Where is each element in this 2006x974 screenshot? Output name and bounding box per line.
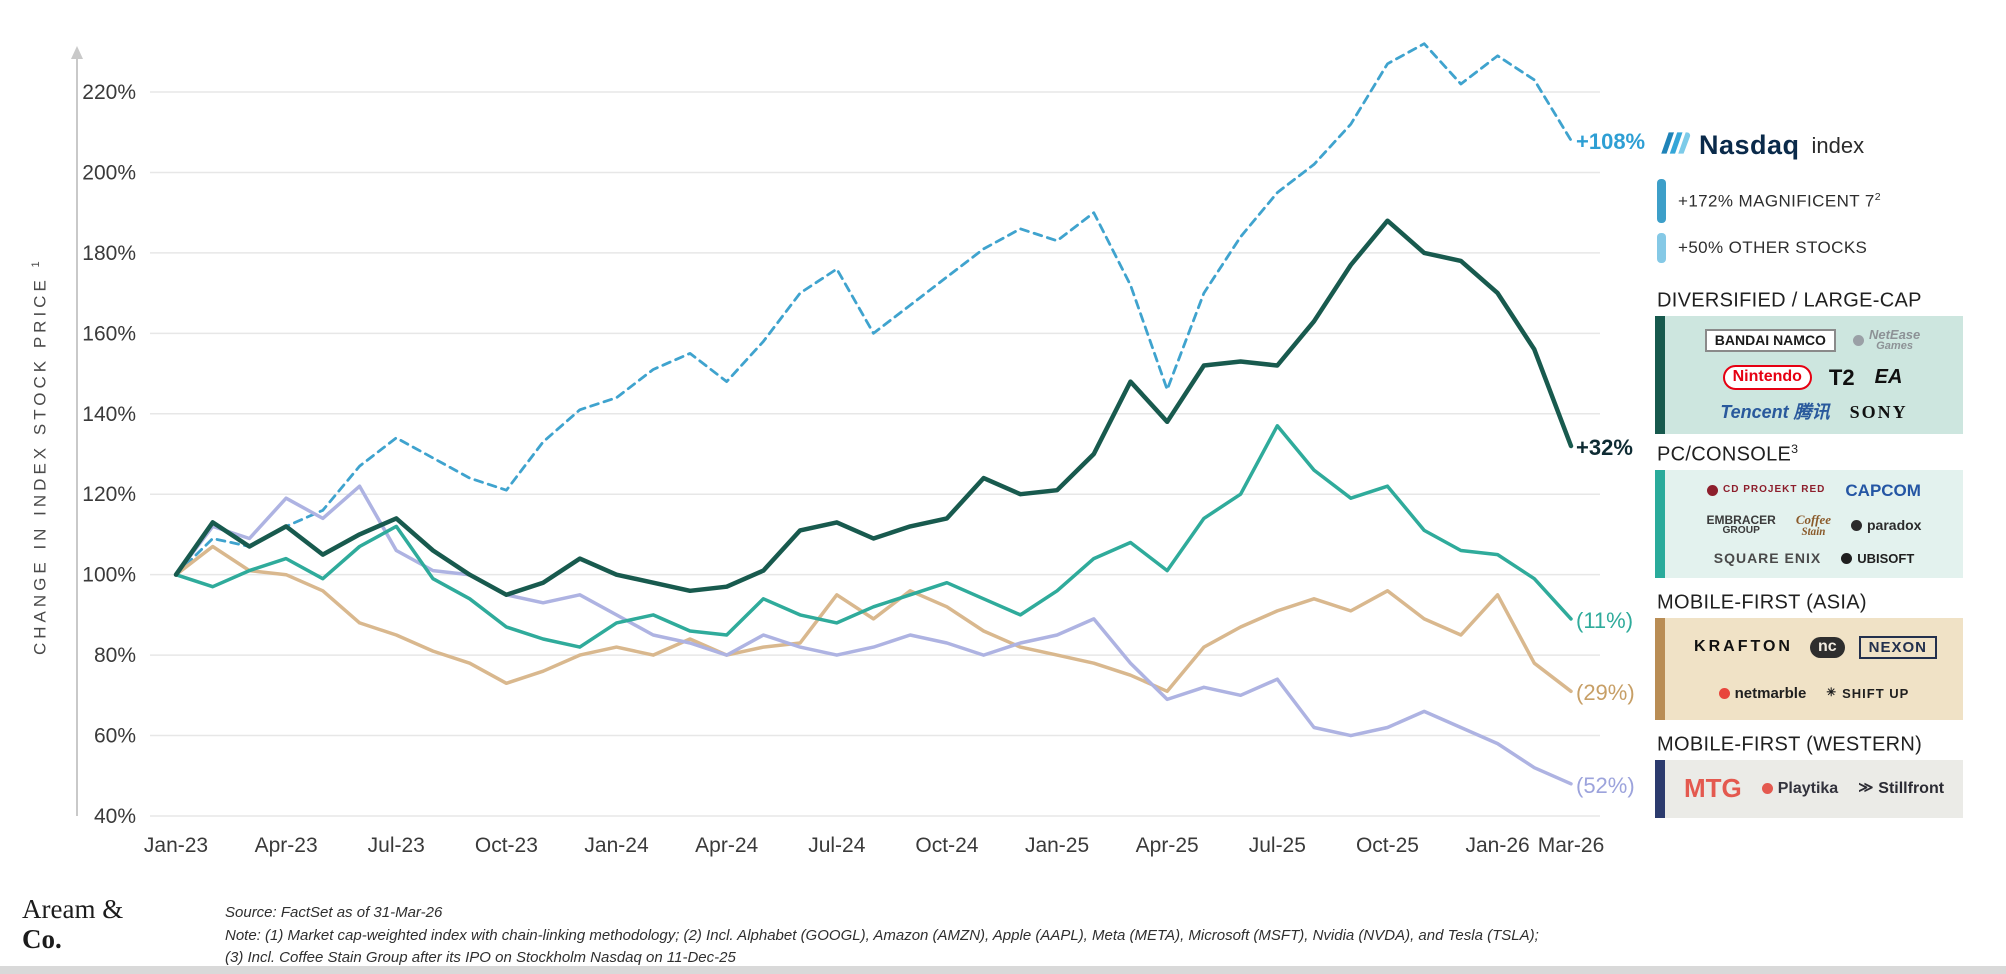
footnote-2: (3) Incl. Coffee Stain Group after its I… — [225, 949, 736, 966]
y-tick-label: 60% — [94, 725, 136, 748]
logo-playtika: Playtika — [1759, 780, 1841, 799]
netmarble-icon — [1718, 688, 1730, 699]
logo-cd-projekt-red: CD PROJEKT RED — [1704, 484, 1828, 497]
end-label-diversified-large-cap: +32% — [1576, 434, 1633, 460]
aream-logo-line2: Co. — [22, 924, 62, 955]
logo-nexon: NEXON — [1858, 635, 1937, 660]
other-stocks-bar — [1657, 233, 1666, 263]
paradox-interactive-icon — [1851, 520, 1862, 532]
y-axis-arrow — [71, 46, 83, 816]
logo-bandai-namco: BANDAI NAMCO — [1704, 328, 1836, 352]
logo-mtg: MTG — [1683, 773, 1742, 804]
footnote-1: Note: (1) Market cap-weighted index with… — [225, 926, 1539, 944]
series-diversified-large-cap — [173, 218, 1574, 598]
logo-paradox-interactive: paradox — [1848, 517, 1924, 534]
x-tick-label: Apr-23 — [255, 834, 318, 857]
logo-ea: EA — [1874, 366, 1903, 389]
legend-box-mobile-asia: KRAFTON nc NEXON netmarble ✳ SHIFT UP — [1655, 618, 1963, 720]
y-tick-label: 100% — [82, 564, 136, 587]
nasdaq-legend: Nasdaq index +172% MAGNIFICENT 72 +50% O… — [1657, 126, 1963, 263]
magnificent7-bar — [1657, 179, 1666, 223]
y-axis-label-text: CHANGE IN INDEX STOCK PRICE — [30, 276, 50, 655]
stillfront-icon: ≫ — [1858, 780, 1874, 797]
playtika-icon — [1761, 783, 1773, 795]
end-label-mobile-first-western: (52%) — [1576, 772, 1635, 798]
logo-shift-up: ✳ SHIFT UP — [1826, 685, 1910, 701]
logo-krafton: KRAFTON — [1694, 638, 1793, 656]
series-nasdaq — [174, 42, 1573, 577]
logo-sony: SONY — [1849, 402, 1908, 423]
legend-title-mobile-western: MOBILE-FIRST (WESTERN) — [1657, 733, 1923, 756]
nasdaq-brand-row: Nasdaq index — [1657, 126, 1963, 165]
magnificent7-label: +172% MAGNIFICENT 72 — [1678, 190, 1881, 211]
ubisoft-icon — [1841, 553, 1853, 565]
x-tick-label: Jan-23 — [144, 834, 208, 857]
x-tick-label: Jul-23 — [368, 834, 425, 857]
series-mobile-first-western — [174, 484, 1573, 786]
y-tick-label: 200% — [82, 161, 136, 184]
netease-games-icon — [1852, 334, 1864, 346]
x-tick-label: Oct-24 — [915, 834, 978, 857]
y-tick-label: 40% — [94, 805, 136, 828]
end-label-pc-console: (11%) — [1576, 607, 1634, 633]
source-note: Source: FactSet as of 31-Mar-26 — [225, 904, 443, 921]
y-axis-label-footnote-marker: 1 — [30, 261, 42, 268]
logo-take-two: T2 — [1828, 365, 1855, 391]
nasdaq-logo-icon — [1657, 126, 1691, 165]
x-tick-label: Jan-26 — [1465, 834, 1529, 857]
legend-box-diversified: BANDAI NAMCO NetEase Games Nintendo T2 EA Tenc… — [1655, 316, 1963, 434]
logo-netmarble: netmarble — [1716, 685, 1810, 703]
x-tick-label: Oct-25 — [1356, 834, 1419, 857]
logo-coffee-stain: Coffee Stain — [1795, 512, 1831, 538]
x-tick-label: Jan-24 — [584, 834, 649, 857]
y-tick-label: 120% — [82, 483, 136, 506]
x-tick-label: Jul-24 — [808, 834, 866, 857]
legend-title-mobile-asia: MOBILE-FIRST (ASIA) — [1657, 591, 1867, 614]
y-tick-label: 220% — [82, 81, 136, 104]
x-tick-label: Mar-26 — [1538, 834, 1605, 857]
shift-up-icon: ✳ — [1826, 686, 1838, 700]
logo-nintendo: Nintendo — [1722, 365, 1812, 391]
x-tick-label: Jan-25 — [1025, 834, 1089, 857]
y-tick-label: 180% — [82, 242, 136, 265]
logo-ncsoft: nc — [1809, 637, 1845, 658]
cd-projekt-red-icon — [1707, 485, 1719, 497]
aream-co-logo: Aream & Co. — [22, 894, 123, 954]
other-stocks-row: +50% OTHER STOCKS — [1657, 233, 1963, 263]
logo-netease-games: NetEase Games — [1850, 327, 1923, 354]
series-pc-console — [174, 424, 1573, 649]
y-tick-label: 160% — [82, 322, 136, 345]
footnotes: Source: FactSet as of 31-Mar-26 Note: (1… — [225, 902, 1539, 970]
y-tick-label: 140% — [82, 403, 136, 426]
end-label-mobile-first-asia: (29%) — [1576, 680, 1635, 706]
y-tick-label: 80% — [94, 644, 136, 667]
aream-logo-line1: Aream & — [22, 894, 124, 924]
legend-box-mobile-western: MTG Playtika ≫ Stillfront — [1655, 760, 1963, 818]
logo-capcom: CAPCOM — [1845, 480, 1921, 500]
x-tick-label: Apr-24 — [695, 834, 758, 857]
legend-box-pc-console: CD PROJEKT RED CAPCOM EMBRACER GROUP Coffee S… — [1655, 470, 1963, 578]
nasdaq-index-label: index — [1811, 132, 1865, 158]
y-axis-label: CHANGE IN INDEX STOCK PRICE 1 — [30, 261, 51, 655]
logo-square-enix: SQUARE ENIX — [1713, 550, 1822, 567]
logo-ubisoft: UBISOFT — [1838, 551, 1917, 567]
x-tick-label: Apr-25 — [1136, 834, 1199, 857]
end-label-nasdaq: +108% — [1576, 129, 1646, 155]
logo-tencent: Tencent 腾讯 — [1720, 402, 1830, 423]
logo-embracer-group: EMBRACER GROUP — [1706, 513, 1776, 537]
x-tick-label: Oct-23 — [475, 834, 538, 857]
magnificent7-row: +172% MAGNIFICENT 72 — [1657, 179, 1963, 223]
legend-title-pc-console: PC/CONSOLE3 — [1657, 442, 1799, 466]
bottom-divider — [0, 966, 2006, 974]
nasdaq-brand-label: Nasdaq — [1699, 130, 1800, 160]
x-tick-label: Jul-25 — [1249, 834, 1306, 857]
series-mobile-first-asia — [174, 544, 1573, 694]
other-stocks-label: +50% OTHER STOCKS — [1678, 238, 1868, 257]
nasdaq-breakdown: +172% MAGNIFICENT 72 +50% OTHER STOCKS — [1657, 179, 1963, 263]
legend-title-diversified: DIVERSIFIED / LARGE-CAP — [1657, 289, 1922, 312]
logo-stillfront: ≫ Stillfront — [1858, 779, 1945, 797]
